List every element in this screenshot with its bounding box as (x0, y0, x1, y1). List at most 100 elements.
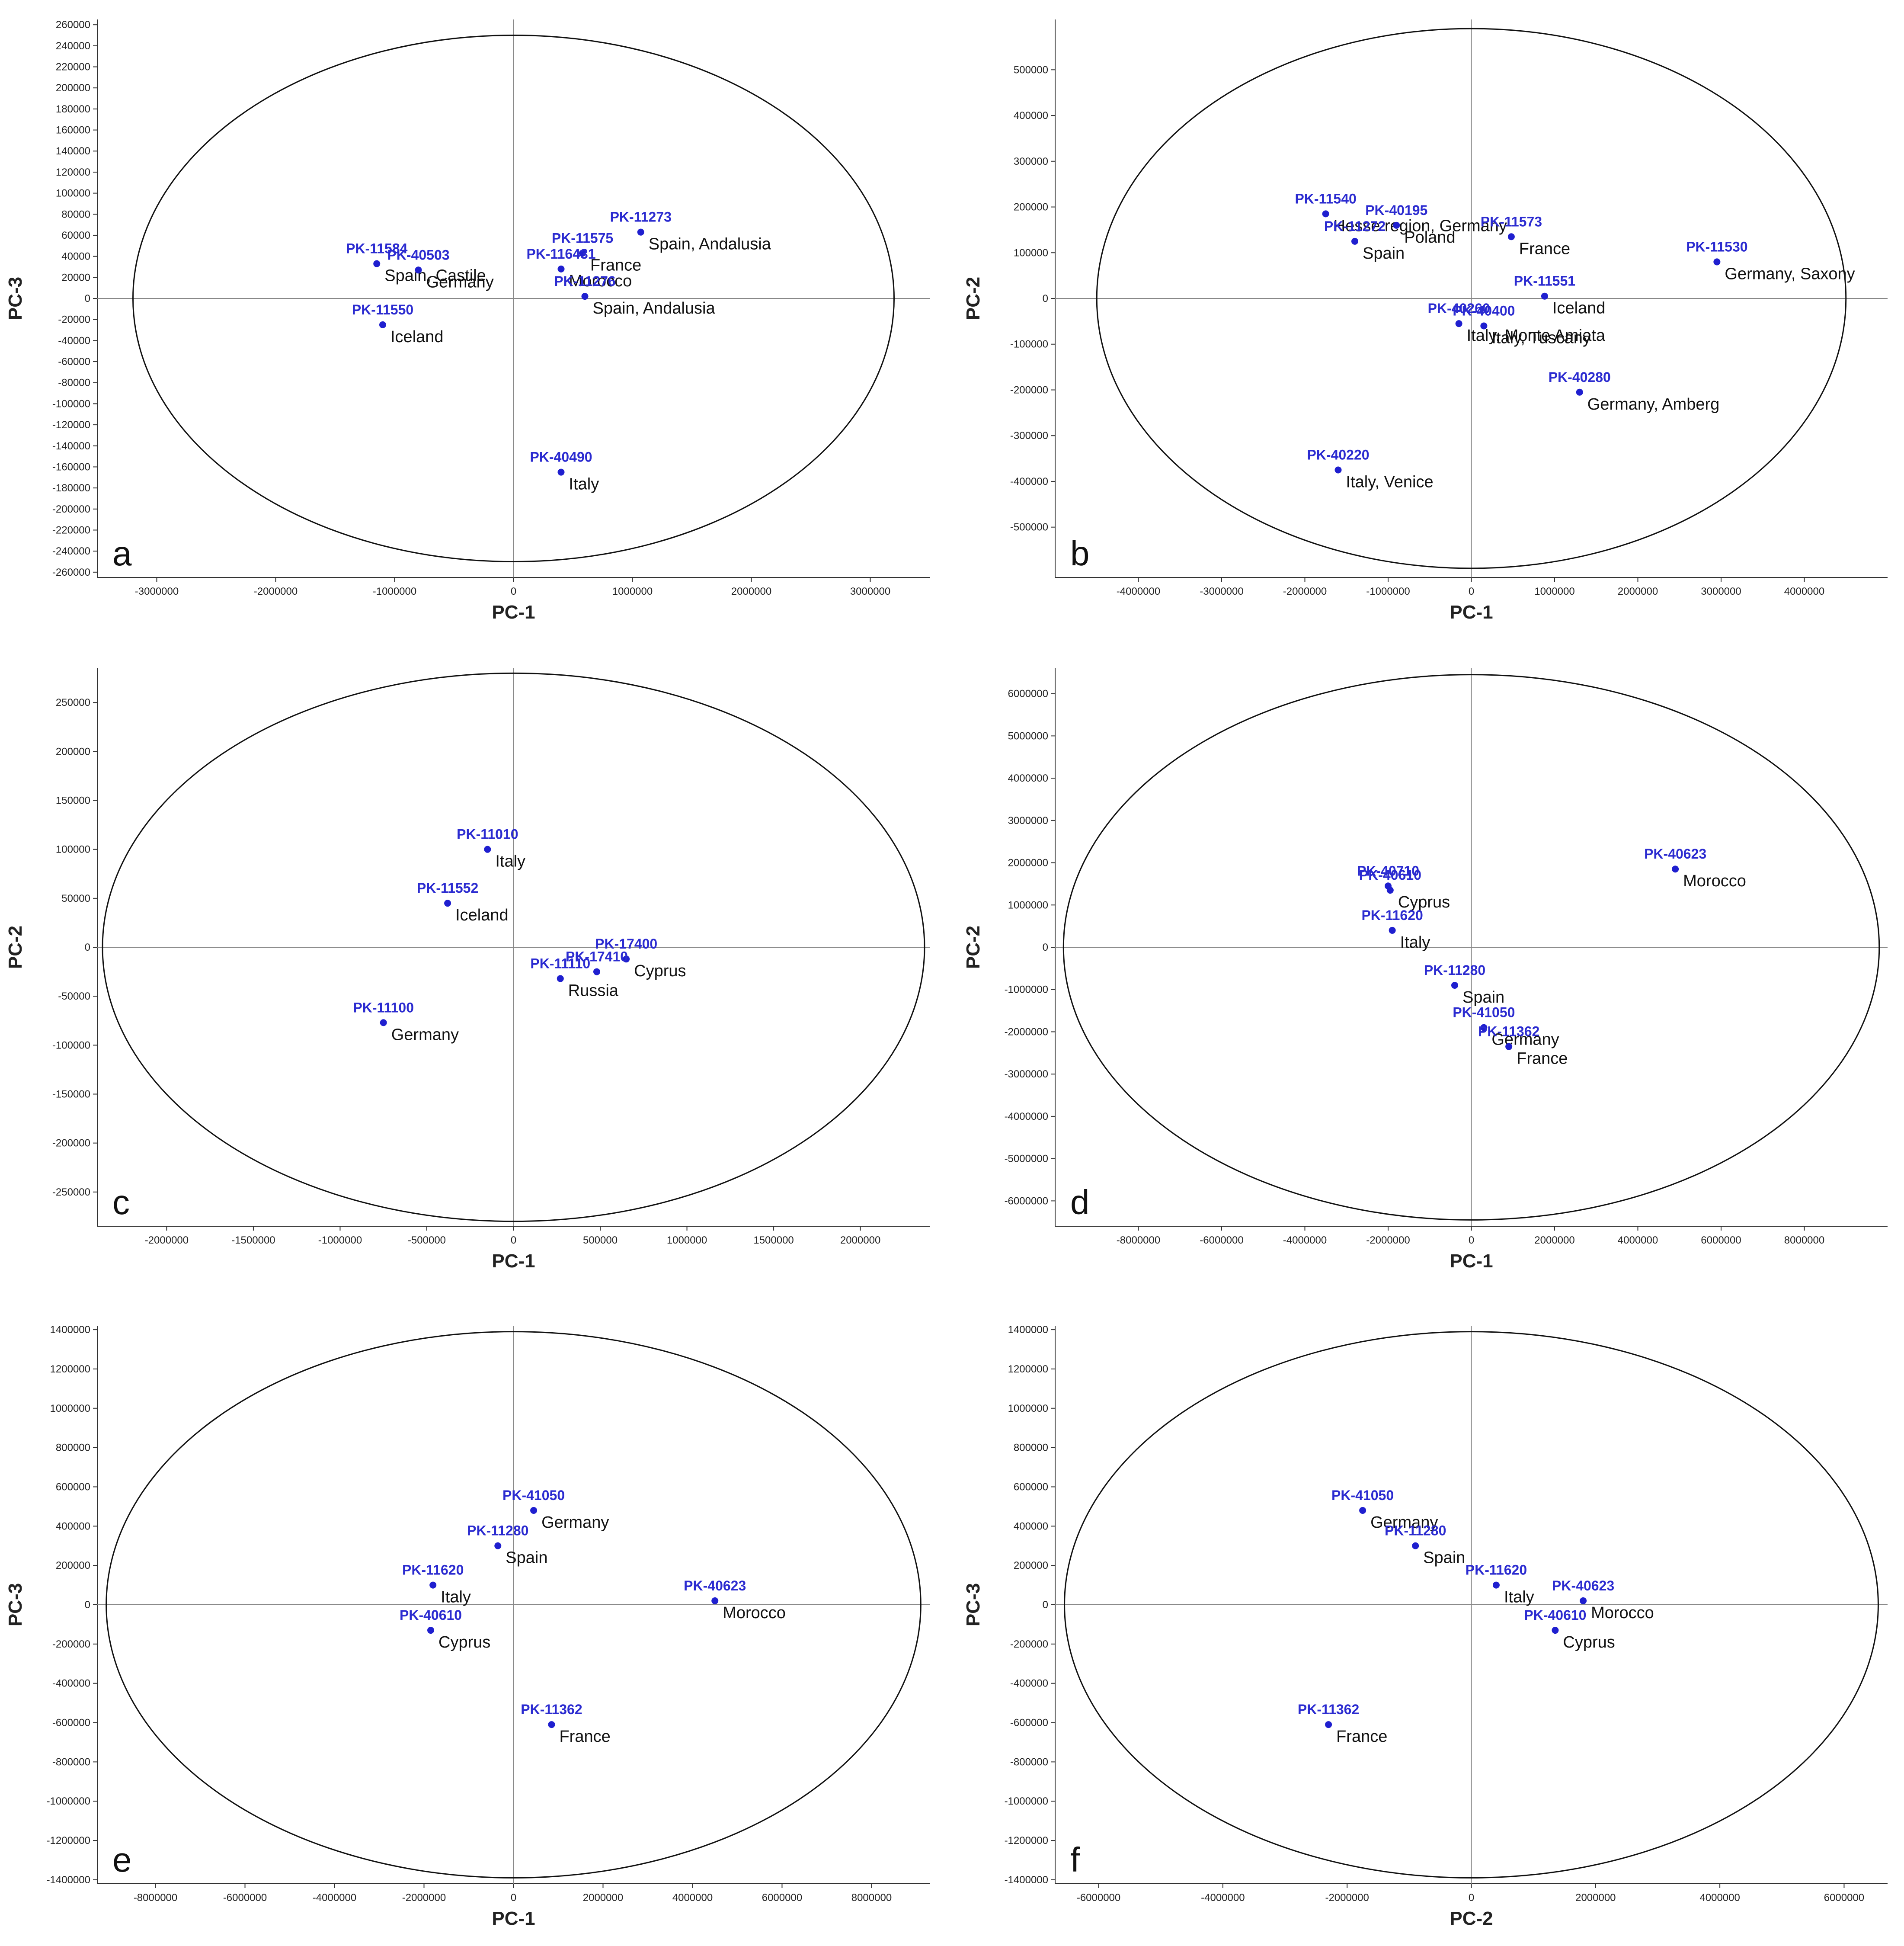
data-point (484, 846, 491, 853)
point-region-label: France (1519, 240, 1570, 258)
point-id-label: PK-11584 (346, 241, 408, 256)
y-tick-label: 0 (1043, 1599, 1048, 1611)
y-tick-label: 1000000 (1008, 1403, 1048, 1414)
data-point (1389, 927, 1396, 934)
y-axis-title: PC-2 (963, 277, 984, 320)
x-tick-label: 4000000 (1784, 586, 1824, 597)
y-tick-label: 4000000 (1008, 773, 1048, 784)
point-id-label: PK-11280 (1385, 1523, 1446, 1539)
point-id-label: PK-40623 (684, 1578, 746, 1593)
data-point (1507, 233, 1515, 240)
y-tick-label: 600000 (1014, 1481, 1048, 1493)
point-region-label: Iceland (1552, 299, 1606, 317)
point-region-label: Germany (1370, 1513, 1438, 1532)
point-region-label: Spain, Castile (384, 267, 486, 285)
data-point (711, 1597, 719, 1604)
point-id-label: PK-40610 (1359, 867, 1421, 883)
y-tick-label: -4000000 (1005, 1111, 1048, 1122)
point-id-label: PK-11280 (1424, 962, 1485, 978)
x-tick-label: 0 (1469, 1234, 1474, 1246)
x-tick-label: -3000000 (135, 586, 179, 597)
y-tick-label: 100000 (56, 188, 90, 199)
x-tick-label: -6000000 (1200, 1234, 1243, 1246)
point-id-label: PK-40623 (1644, 846, 1706, 862)
y-tick-label: 5000000 (1008, 730, 1048, 742)
point-region-label: Cyprus (1398, 893, 1450, 911)
data-point (1334, 466, 1342, 474)
point-region-label: Italy (569, 475, 599, 494)
data-point (373, 260, 381, 267)
x-axis-title: PC-1 (1450, 1250, 1493, 1272)
y-tick-label: 140000 (56, 145, 90, 157)
data-point (1580, 1597, 1587, 1604)
y-tick-label: 800000 (1014, 1442, 1048, 1454)
data-point (557, 975, 564, 982)
y-tick-label: 600000 (56, 1481, 90, 1493)
y-tick-label: -200000 (52, 1638, 90, 1650)
data-point (637, 228, 644, 236)
chart-panel-f: -6000000 -4000000 -2000000 0 2000000 4000000 6… (963, 1324, 1888, 1929)
point-region-label: Spain, Andalusia (593, 299, 716, 317)
x-tick-label: 3000000 (1701, 586, 1741, 597)
point-id-label: PK-40280 (1549, 369, 1611, 385)
y-tick-label: 200000 (56, 746, 90, 757)
data-point (1412, 1542, 1419, 1549)
y-tick-label: -600000 (52, 1717, 90, 1729)
x-tick-label: 4000000 (1699, 1892, 1740, 1904)
point-id-label: PK-11530 (1686, 239, 1747, 254)
chart-panel-a: -3000000 -2000000 -1000000 0 1000000 2000000 3… (5, 19, 930, 623)
x-tick-label: -4000000 (1201, 1892, 1245, 1904)
data-point (1552, 1627, 1559, 1634)
data-point (1492, 1581, 1500, 1589)
x-tick-label: 1500000 (753, 1234, 794, 1246)
y-tick-label: -1400000 (47, 1874, 90, 1886)
chart-panel-e: -8000000 -6000000 -4000000 -2000000 0 2000000… (5, 1324, 930, 1929)
data-point (1505, 1043, 1513, 1050)
point-id-label: PK-11540 (1295, 191, 1356, 206)
point-id-label: PK-11575 (552, 230, 613, 246)
y-tick-label: 1200000 (1008, 1363, 1048, 1375)
x-axis-title: PC-1 (492, 602, 535, 623)
data-point (429, 1581, 437, 1589)
point-region-label: Morocco (569, 272, 632, 290)
x-tick-label: -4000000 (1117, 586, 1160, 597)
data-point (581, 293, 589, 300)
y-tick-label: 20000 (61, 272, 90, 283)
point-id-label: PK-40610 (400, 1607, 462, 1623)
x-tick-label: -8000000 (1117, 1234, 1160, 1246)
x-axis-title: PC-1 (492, 1908, 535, 1929)
y-tick-label: -400000 (1010, 1678, 1048, 1690)
y-tick-label: 100000 (1014, 247, 1048, 259)
y-tick-label: 800000 (56, 1442, 90, 1454)
x-tick-label: -3000000 (1200, 586, 1243, 597)
point-id-label: PK-11573 (1481, 214, 1542, 229)
x-tick-label: 4000000 (672, 1892, 713, 1904)
data-point (379, 321, 386, 328)
point-region-label: Iceland (390, 328, 444, 346)
y-tick-label: 1000000 (50, 1403, 90, 1414)
y-tick-label: -240000 (52, 545, 90, 557)
y-tick-label: -50000 (58, 991, 90, 1002)
y-tick-label: 180000 (56, 103, 90, 115)
x-axis-title: PC-1 (1450, 602, 1493, 623)
point-region-label: Morocco (723, 1604, 786, 1622)
point-region-label: Iceland (455, 906, 509, 924)
x-tick-label: 1000000 (1534, 586, 1574, 597)
data-point (557, 265, 565, 273)
point-region-label: Italy (441, 1588, 471, 1606)
point-id-label: PK-11272 (1324, 218, 1386, 234)
point-id-label: PK-40220 (1307, 447, 1369, 463)
x-tick-label: 0 (511, 586, 516, 597)
y-tick-label: 200000 (1014, 1560, 1048, 1571)
point-region-label: Cyprus (1563, 1633, 1615, 1651)
point-region-label: Cyprus (438, 1633, 490, 1651)
x-tick-label: -4000000 (313, 1892, 356, 1904)
data-point (530, 1507, 538, 1514)
point-id-label: PK-41050 (502, 1488, 565, 1503)
data-point (1713, 258, 1721, 266)
y-tick-label: 150000 (56, 795, 90, 807)
point-region-label: Italy (1504, 1588, 1534, 1606)
y-tick-label: 1000000 (1008, 899, 1048, 911)
y-tick-label: 50000 (61, 893, 90, 904)
x-tick-label: 500000 (583, 1234, 618, 1246)
